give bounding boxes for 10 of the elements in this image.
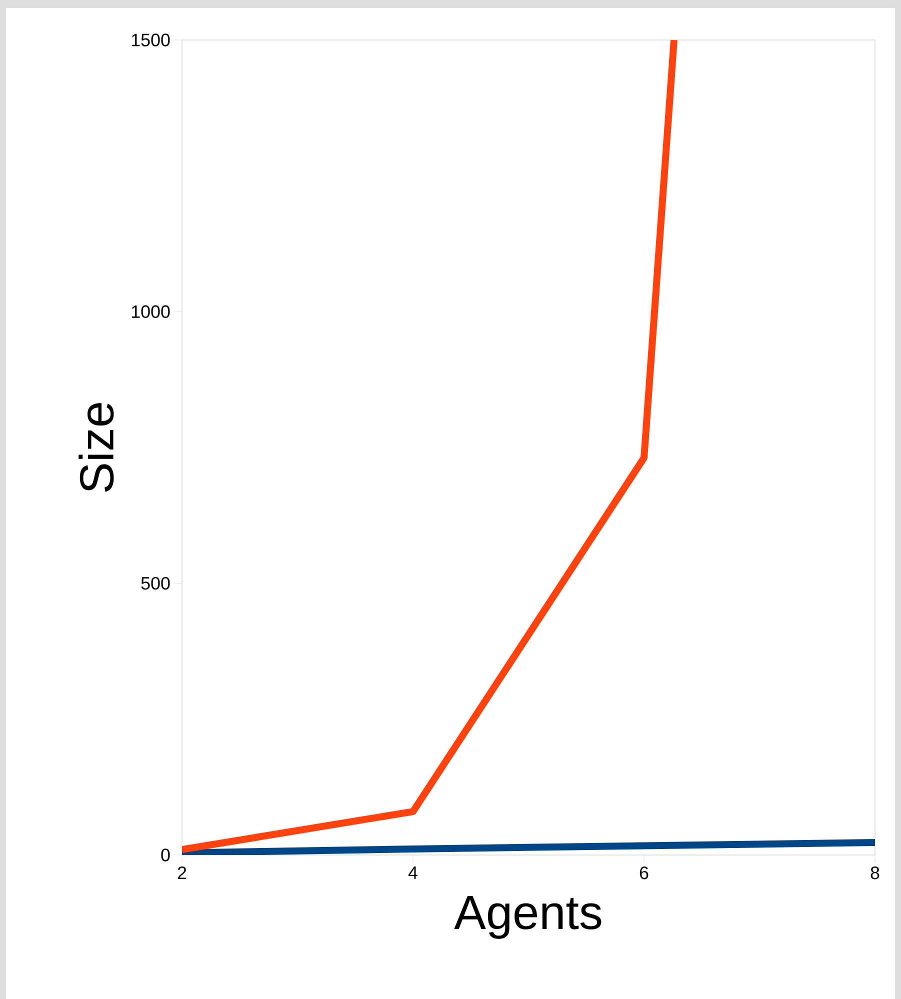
y-tick-label: 0 [161, 848, 170, 862]
x-tick-label: 6 [640, 866, 648, 880]
x-axis-title: Agents [454, 896, 602, 939]
x-tick-label: 8 [870, 866, 880, 880]
y-tick-label: 1000 [132, 305, 170, 318]
y-axis-title: Size [78, 403, 114, 492]
x-tick-label: 2 [178, 866, 186, 880]
x-tick-label: 4 [408, 866, 418, 879]
y-tick-label: 1500 [132, 34, 170, 46]
y-tick-label: 500 [141, 576, 170, 590]
